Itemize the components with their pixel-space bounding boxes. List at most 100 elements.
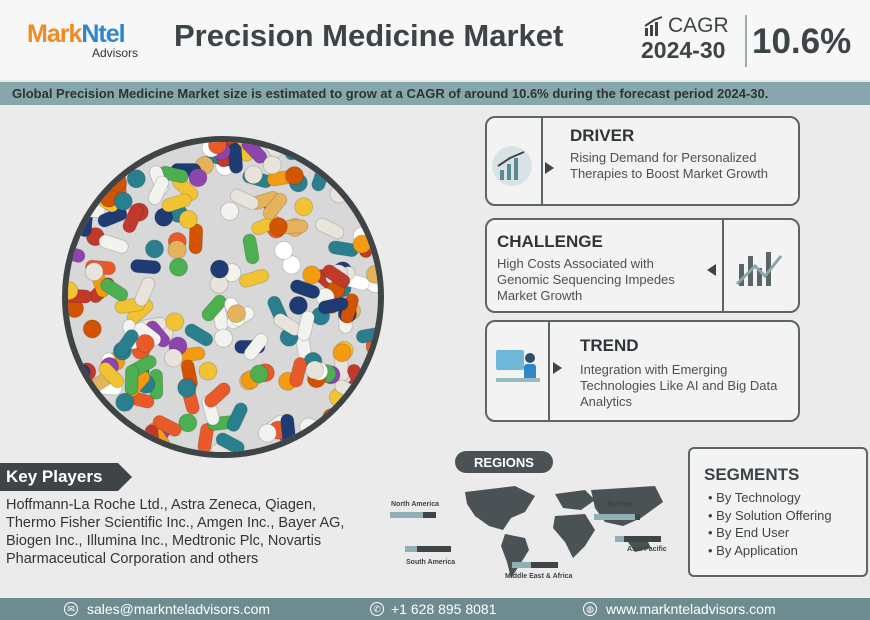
trend-card bbox=[485, 320, 800, 422]
pill bbox=[290, 279, 321, 299]
region-bar-fill bbox=[615, 536, 625, 542]
pill bbox=[229, 188, 260, 211]
pill bbox=[368, 142, 378, 162]
pill bbox=[305, 360, 325, 380]
pill bbox=[68, 169, 86, 196]
pill bbox=[204, 382, 231, 408]
pill bbox=[167, 240, 187, 260]
pill bbox=[135, 333, 155, 353]
region-label-europe: Europe bbox=[608, 501, 633, 508]
pill bbox=[329, 184, 349, 204]
pill bbox=[152, 415, 182, 437]
pill bbox=[346, 363, 369, 394]
pill bbox=[302, 265, 322, 285]
market-growth-icon bbox=[492, 146, 532, 186]
pill bbox=[274, 241, 294, 261]
pill bbox=[161, 193, 192, 213]
pill bbox=[332, 343, 352, 363]
region-bar-asia-pacific bbox=[615, 536, 661, 542]
pill bbox=[249, 364, 269, 384]
pill bbox=[243, 165, 263, 185]
pill bbox=[188, 223, 204, 255]
segments-title: SEGMENTS bbox=[704, 465, 800, 484]
pill bbox=[109, 148, 140, 168]
pill bbox=[358, 419, 378, 439]
pill bbox=[257, 423, 277, 443]
pill bbox=[344, 178, 363, 210]
pill bbox=[146, 142, 166, 152]
pill bbox=[347, 142, 367, 162]
pill bbox=[355, 326, 378, 344]
pill bbox=[282, 255, 302, 275]
pill bbox=[322, 408, 342, 428]
pill bbox=[342, 168, 362, 188]
pill bbox=[98, 234, 129, 254]
segment-item: • By Technology bbox=[708, 490, 801, 505]
pill bbox=[163, 348, 183, 368]
phone-icon: ✆ bbox=[370, 602, 384, 616]
cagr-label: CAGR bbox=[668, 14, 729, 37]
pill bbox=[100, 278, 129, 302]
trend-title: TREND bbox=[580, 336, 639, 355]
region-bar-fill bbox=[405, 546, 417, 552]
pill bbox=[68, 244, 86, 263]
region-bar-fill bbox=[390, 512, 424, 518]
region-bar-fill bbox=[594, 514, 636, 520]
pill bbox=[114, 329, 139, 358]
header bbox=[0, 0, 870, 80]
pill bbox=[288, 295, 308, 315]
pill bbox=[347, 378, 376, 403]
email-icon: ✉ bbox=[64, 602, 78, 616]
pill bbox=[289, 357, 308, 388]
pill bbox=[365, 264, 378, 284]
pill bbox=[220, 201, 240, 221]
pill bbox=[364, 363, 378, 383]
pill bbox=[268, 217, 288, 237]
globe-icon: ◍ bbox=[583, 602, 597, 616]
driver-text: Rising Demand for Personalized Therapies… bbox=[570, 150, 768, 181]
divider bbox=[745, 15, 747, 67]
region-bar-south-america bbox=[405, 546, 451, 552]
region-bar-north-america bbox=[390, 512, 436, 518]
challenge-text: High Costs Associated with Genomic Seque… bbox=[497, 256, 675, 303]
pill bbox=[201, 294, 227, 322]
pill bbox=[68, 142, 91, 165]
pill bbox=[68, 281, 79, 301]
pill bbox=[90, 142, 110, 157]
pill bbox=[115, 392, 135, 412]
pill bbox=[262, 155, 282, 175]
pill bbox=[227, 304, 247, 324]
pill bbox=[280, 413, 297, 445]
region-label-north-america: North America bbox=[391, 501, 439, 508]
segment-item: • By Application bbox=[708, 542, 798, 558]
region-label-asia-pacific: Asia-Pacific bbox=[627, 546, 667, 553]
footer-email[interactable]: sales@marknteladvisors.com bbox=[87, 601, 271, 617]
segments-card: SEGMENTS • By Technology • By Solution O… bbox=[688, 447, 868, 577]
pill bbox=[122, 203, 144, 234]
footer-phone[interactable]: +1 628 895 8081 bbox=[391, 601, 497, 617]
challenge-content: CHALLENGE High Costs Associated with Geno… bbox=[497, 232, 707, 304]
pill bbox=[295, 428, 321, 452]
segments-list: • By Technology • By Solution Offering •… bbox=[704, 489, 866, 559]
logo: MarkNtel bbox=[27, 20, 126, 49]
pill bbox=[147, 175, 170, 206]
pill bbox=[188, 168, 208, 188]
pill bbox=[344, 181, 376, 196]
pill bbox=[85, 176, 105, 196]
pill bbox=[355, 375, 378, 404]
region-bar-fill bbox=[512, 562, 532, 568]
pill bbox=[207, 142, 227, 155]
pill bbox=[126, 169, 146, 189]
chart-decline-icon bbox=[735, 252, 783, 286]
pill bbox=[109, 142, 129, 158]
pill bbox=[243, 332, 269, 361]
pill bbox=[87, 173, 107, 193]
trend-content: TREND Integration with Emerging Technolog… bbox=[580, 336, 790, 410]
pill bbox=[226, 402, 248, 432]
pill bbox=[284, 166, 304, 186]
pill bbox=[144, 239, 164, 259]
pill bbox=[242, 233, 260, 265]
pill bbox=[297, 310, 315, 342]
footer-website[interactable]: www.marknteladvisors.com bbox=[606, 601, 776, 617]
pill bbox=[198, 361, 218, 381]
